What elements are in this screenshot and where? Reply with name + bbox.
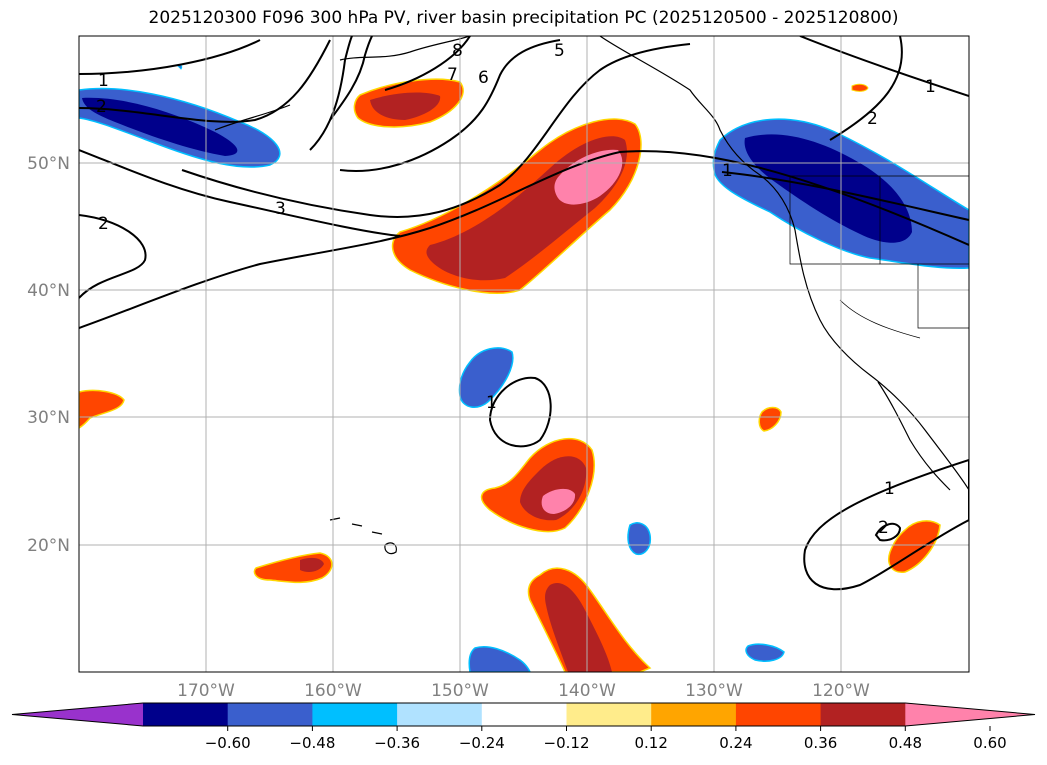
lon-label: 170°W [177,681,235,701]
positive-anomaly-mid [545,582,612,672]
graticule [79,36,969,672]
positive-anomaly-mid [300,557,324,572]
lon-label: 150°W [431,681,489,701]
colorbar-tick-label: −0.24 [459,734,505,752]
colorbar-tick-label: 0.60 [973,734,1006,752]
lon-label: 140°W [558,681,616,701]
negative-anomaly-region [627,522,652,556]
pv-contours [79,36,969,591]
contour-label: 6 [478,68,489,88]
positive-anomaly-peak [541,488,576,514]
map-title: 2025120300 F096 300 hPa PV, river basin … [148,8,899,28]
lat-labels: 50°N 40°N 30°N 20°N [27,154,70,556]
colorbar-tick-label: −0.36 [374,734,420,752]
lat-label: 20°N [27,536,70,556]
pv-contour-5 [339,39,561,172]
contour-label: 1 [925,77,936,97]
colorbar-segment [397,703,483,726]
contour-label: 2 [96,97,107,117]
contour-label: 1 [486,393,497,413]
lon-labels: 170°W 160°W 150°W 140°W 130°W 120°W [177,681,870,701]
borders [789,175,969,339]
pv-contour-2b [79,214,147,299]
colorbar-tick-label: 0.12 [634,734,667,752]
contour-label-group: 1 2 2 3 5 6 7 8 1 1 2 1 2 1 [96,41,936,538]
colorbar-tick-label: −0.48 [289,734,335,752]
map-frame [78,35,970,673]
colorbar-segment [735,703,822,726]
lon-label: 130°W [685,681,743,701]
colorbar-tick-label: −0.12 [544,734,590,752]
colorbar-tick-label: 0.48 [889,734,922,752]
positive-anomaly-mid [370,92,441,120]
colorbar-tick-label: −0.60 [205,734,251,752]
lat-label: 50°N [27,154,70,174]
contour-label: 1 [722,161,733,181]
negative-anomaly-core [82,97,238,156]
coastlines [214,36,969,491]
negative-anomaly-region [468,646,531,672]
colorbar-segment [227,703,313,726]
colorbar-segment [820,703,906,726]
pv-contour-6 [309,36,353,151]
pv-contour-8 [384,36,471,91]
pv-contour-1 [79,39,261,75]
colorbar-segment [651,703,737,726]
lon-label: 160°W [304,681,362,701]
pv-contour-mid [181,43,691,218]
colorbar-segment [143,703,229,726]
pv-contour-ring [488,376,552,448]
lon-label: 120°W [812,681,870,701]
state-border [879,176,969,265]
pv-contour-small [874,522,902,542]
colorbar-tick-label: 0.24 [719,734,752,752]
positive-anomaly-region [758,406,782,432]
pv-contour-3 [79,149,401,237]
aleutian-islands [339,36,471,61]
colorbar-extend-low [12,703,143,726]
colorbar-segment [312,703,398,726]
contour-label: 2 [878,518,889,538]
colorbar: −0.60 −0.48 −0.36 −0.24 −0.12 0.12 0.24 0.36 0.4… [11,702,1036,752]
colorbar-segment [481,703,567,726]
pv-contour-2c [829,36,903,141]
lat-label: 30°N [27,408,70,428]
state-border [839,299,921,339]
colorbar-segment [566,703,652,726]
north-america-coast [599,36,969,491]
contour-label: 7 [447,65,458,85]
contour-label: 2 [98,214,109,234]
positive-anomaly-region [79,389,125,429]
baja-coast [877,381,951,491]
state-border [917,264,969,329]
colorbar-tick-label: 0.36 [804,734,837,752]
contour-label: 2 [867,109,878,129]
contour-label: 3 [275,199,286,219]
positive-anomaly-region [851,83,869,92]
negative-anomaly-region [745,643,785,662]
pv-contour-2 [79,39,331,123]
hawaii-islands [329,517,397,555]
lat-label: 40°N [27,281,70,301]
contour-label: 5 [554,41,565,61]
colorbar-outline [11,702,1036,727]
pv-contour-7 [329,36,373,121]
pv-contour-1c [799,36,969,97]
state-border [789,176,880,265]
contour-label: 8 [452,41,463,61]
contour-label: 1 [884,479,895,499]
pv-contour-oval [803,458,969,591]
colorbar-extend-high [905,703,1035,726]
contour-label: 1 [98,71,109,91]
alaska-islands [214,104,291,131]
